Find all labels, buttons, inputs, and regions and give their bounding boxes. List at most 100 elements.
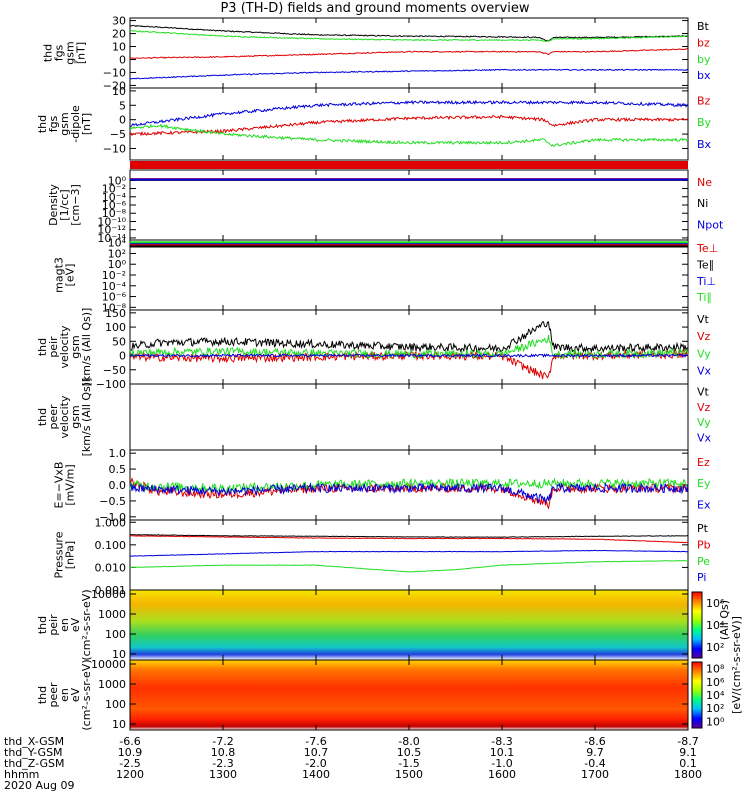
- ytick-label: 10²: [108, 247, 126, 260]
- ylabel-density: Density: [47, 184, 60, 226]
- ephemeris-value: 1700: [581, 768, 609, 781]
- legend-Te⊥: Te⊥: [696, 242, 718, 255]
- legend-Bz: Bz: [697, 94, 711, 107]
- ephemeris-value: 10.8: [211, 746, 236, 759]
- ytick-label: 10⁻⁶: [102, 199, 127, 212]
- ylabel-peer_vel: thd: [36, 408, 49, 426]
- ylabel-peer_spec: en: [58, 688, 71, 702]
- ylabel-peer_vel: gsm: [69, 405, 82, 428]
- series-bz: [129, 48, 689, 59]
- ytick-label: −100: [96, 378, 126, 391]
- colorbar-tick: 10⁴: [706, 689, 725, 702]
- colorbar-label: [eV/(cm²-s-sr-eV)]: [730, 616, 743, 714]
- ytick-label: −10: [103, 142, 126, 155]
- ylabel-fgs_mag: fgs: [53, 44, 66, 61]
- ylabel-peir_spec: peir: [47, 614, 60, 636]
- ytick-label: 0: [119, 114, 126, 127]
- quality-flag-bar: [130, 161, 688, 169]
- ephemeris-value: -2.0: [305, 757, 326, 770]
- ephemeris-value: -8.0: [398, 735, 419, 748]
- colorbar-tick: 10⁶: [706, 597, 725, 610]
- legend-by: by: [697, 53, 711, 66]
- ylabel-peir_vel: [km/s (All Qs)]: [80, 308, 93, 387]
- series-Pt: [129, 533, 689, 538]
- legend-Vy: Vy: [697, 347, 711, 360]
- ephemeris-label: thd_Z-GSM: [4, 757, 64, 770]
- date-label: 2020 Aug 09: [4, 779, 74, 792]
- ylabel-peir_vel: thd: [36, 338, 49, 356]
- ephemeris-value: -8.6: [584, 735, 605, 748]
- ytick-label: 10⁻⁸: [102, 301, 127, 314]
- ytick-label: 10⁻⁴: [102, 280, 127, 293]
- panel-frame-peer_vel: [129, 383, 689, 451]
- series-Vx: [130, 353, 689, 358]
- ytick-label: 10⁰: [108, 174, 127, 187]
- series-Vy: [129, 334, 689, 360]
- ephemeris-value: -1.5: [398, 757, 419, 770]
- ytick-label: 1.0: [109, 447, 127, 460]
- ylabel-peir_spec: en: [58, 618, 71, 632]
- ylabel-peer_spec: (cm²-s-sr-eV): [80, 659, 93, 730]
- legend-Te∥: Te∥: [696, 258, 714, 271]
- ephemeris-value: 1800: [674, 768, 702, 781]
- ylabel-temp: magt3: [53, 257, 66, 293]
- ylabel-fgs_dmag: [nT]: [80, 113, 93, 135]
- legend-Vx: Vx: [697, 365, 712, 378]
- legend-Ez: Ez: [697, 456, 710, 469]
- ylabel-density: [1/cc]: [58, 189, 71, 220]
- ylabel-fgs_mag: thd: [42, 44, 55, 62]
- ylabel-peir_spec: (cm²-s-sr-eV): [80, 589, 93, 660]
- ylabel-peir_spec: eV: [69, 617, 82, 632]
- colorbar-tick: 10⁴: [706, 619, 725, 632]
- series-Bt: [129, 24, 688, 42]
- ytick-label: 0: [119, 350, 126, 363]
- spectrogram-peer_spec: [130, 660, 688, 730]
- ephemeris-value: -8.7: [677, 735, 698, 748]
- panel-frame-fgs_mag: [129, 17, 689, 89]
- ephemeris-value: -0.4: [584, 757, 605, 770]
- ytick-label: 1000: [98, 608, 126, 621]
- ylabel-peir_spec: thd: [36, 616, 49, 634]
- legend-Bt: Bt: [697, 20, 710, 33]
- ytick-label: 10: [112, 718, 126, 731]
- series-Bz: [129, 114, 689, 137]
- ylabel-fgs_dmag: thd: [36, 115, 49, 133]
- ylabel-peer_spec: peer: [47, 682, 60, 708]
- colorbar-tick: 10⁸: [706, 663, 725, 676]
- legend-Ey: Ey: [697, 477, 711, 490]
- ephemeris-value: -6.6: [119, 735, 140, 748]
- ytick-label: 10⁻²: [102, 269, 126, 282]
- ylabel-fgs_dmag: fgs: [47, 115, 60, 132]
- chart-title: P3 (TH-D) fields and ground moments over…: [220, 1, 530, 16]
- ephemeris-value: 0.1: [679, 757, 697, 770]
- ytick-label: 1000: [98, 678, 126, 691]
- ytick-label: 10⁻⁶: [102, 291, 127, 304]
- panel-frame-temp: [129, 239, 689, 311]
- ylabel-peir_vel: gsm: [69, 335, 82, 358]
- ephemeris-value: -1.0: [491, 757, 512, 770]
- colorbar-tick: 10²: [706, 702, 724, 715]
- ytick-label: −20: [103, 79, 126, 92]
- ytick-label: 0.010: [95, 561, 127, 574]
- ytick-label: 10⁴: [108, 237, 127, 250]
- series-Pb: [129, 535, 688, 544]
- ytick-label: 10⁻¹⁰: [97, 215, 126, 228]
- ephemeris-value: 10.5: [397, 746, 422, 759]
- ytick-label: 10⁻¹⁴: [97, 232, 126, 245]
- ytick-label: 20: [112, 28, 126, 41]
- ephemeris-value: -8.3: [491, 735, 512, 748]
- ylabel-fgs_dmag: -dipole: [69, 105, 82, 143]
- legend-Ti∥: Ti∥: [696, 291, 712, 304]
- series-Pe: [129, 559, 688, 573]
- ytick-label: 0.100: [95, 539, 127, 552]
- series-Pi: [129, 549, 689, 557]
- ytick-label: 10: [112, 648, 126, 661]
- ytick-label: 10000: [91, 658, 126, 671]
- ylabel-density: [cm−3]: [69, 184, 82, 226]
- ytick-label: 10000: [91, 588, 126, 601]
- ephemeris-value: -7.2: [212, 735, 233, 748]
- ytick-label: −50: [103, 364, 126, 377]
- ephemeris-value: 1400: [302, 768, 330, 781]
- ytick-label: −10: [103, 66, 126, 79]
